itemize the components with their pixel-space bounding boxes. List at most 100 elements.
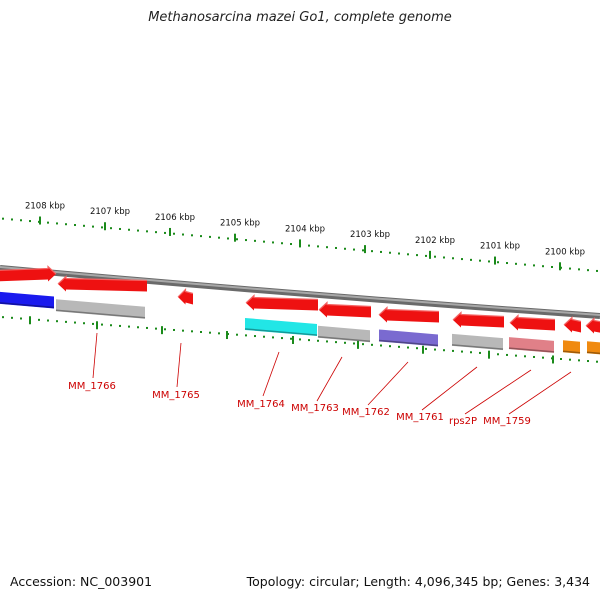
category-block (245, 317, 317, 337)
inner-tick-dot (371, 343, 373, 346)
inner-major-tick (226, 331, 228, 340)
major-tick (559, 262, 561, 271)
outer-tick-dot (488, 260, 490, 263)
category-block (56, 299, 145, 319)
inner-tick-dot (11, 316, 13, 319)
major-tick (429, 250, 431, 259)
inner-tick-dot (416, 347, 418, 350)
outer-tick-dot (533, 264, 535, 267)
inner-tick-dot (281, 337, 283, 340)
outer-tick-dot (569, 267, 571, 270)
inner-tick-dot (56, 320, 58, 323)
inner-tick-dot (218, 332, 220, 335)
inner-tick-dot (560, 358, 562, 360)
outer-tick-dot (452, 257, 454, 260)
inner-tick-dot (497, 353, 499, 356)
outer-tick-dot (236, 238, 238, 241)
outer-tick-dot (29, 220, 31, 223)
outer-tick-dot (209, 235, 211, 238)
inner-tick-dot (92, 322, 94, 325)
tick-label: 2101 kbp (480, 242, 520, 252)
inner-tick-dot (578, 359, 580, 362)
inner-major-tick (552, 355, 554, 364)
inner-tick-dot (587, 360, 589, 363)
outer-tick-dot (56, 222, 58, 225)
inner-tick-dot (110, 324, 112, 327)
gene-label: rps2P (449, 416, 477, 427)
inner-tick-dot (173, 328, 175, 331)
gene-label: MM_1763 (291, 403, 339, 414)
inner-tick-dot (479, 351, 481, 354)
category-shadow (378, 339, 439, 347)
outer-tick-dot (227, 237, 229, 240)
inner-tick-dot (191, 330, 193, 333)
outer-tick-dot (425, 254, 427, 257)
gene-highlight (318, 301, 372, 311)
label-leader-line (508, 371, 572, 415)
inner-tick-dot (299, 338, 301, 341)
inner-tick-dot (542, 356, 544, 359)
category-shadow (562, 350, 581, 354)
gene-label: MM_1762 (342, 407, 390, 418)
outer-tick-dot (146, 230, 148, 233)
category-shadow (244, 328, 318, 336)
major-tick (234, 233, 236, 242)
accession-text: Accession: NC_003901 (10, 574, 153, 589)
inner-tick-dot (317, 339, 319, 342)
gene-label: MM_1766 (68, 381, 116, 392)
outer-tick-dot (479, 259, 481, 262)
outer-tick-dot (587, 269, 589, 272)
outer-tick-dot (596, 269, 598, 272)
gene-highlight (0, 265, 57, 275)
outer-tick-dot (74, 224, 76, 227)
category-block (563, 340, 580, 354)
outer-tick-dot (2, 217, 4, 220)
map-title: Methanosarcina mazei Go1, complete genom… (148, 10, 452, 25)
outer-tick-dot (335, 246, 337, 249)
tick-label: 2105 kbp (220, 219, 260, 229)
gene-highlight (177, 288, 194, 298)
inner-tick-dot (200, 331, 202, 333)
outer-tick-dot (443, 256, 445, 259)
inner-tick-dot (569, 358, 571, 361)
outer-tick-dot (470, 258, 472, 261)
inner-tick-dot (461, 350, 463, 353)
inner-tick-dot (362, 343, 364, 346)
outer-tick-dot (245, 239, 247, 242)
tick-label: 2108 kbp (25, 202, 65, 212)
inner-tick-dot (182, 329, 184, 332)
inner-tick-dot (380, 344, 382, 347)
inner-tick-dot (434, 348, 436, 351)
outer-tick-dot (308, 244, 310, 247)
genome-summary-text: Topology: circular; Length: 4,096,345 bp… (246, 574, 590, 589)
inner-tick-dot (236, 333, 238, 336)
category-shadow (586, 351, 600, 355)
inner-tick-dot (596, 360, 598, 363)
inner-tick-dot (20, 317, 22, 320)
inner-tick-dot (263, 335, 265, 338)
outer-tick-dot (191, 234, 193, 237)
outer-tick-dot (47, 221, 49, 224)
outer-tick-dot (92, 225, 94, 228)
inner-major-tick (422, 345, 424, 354)
gene-label-layer: MM_1766 MM_1765 MM_1764 MM_1763 MM_1762 MM_17… (68, 332, 572, 427)
inner-tick-dot (452, 349, 454, 352)
label-leader-line (176, 342, 182, 388)
inner-major-tick (292, 335, 294, 344)
inner-tick-dot (272, 336, 274, 339)
inner-tick-dot (425, 347, 427, 350)
gene-highlight (245, 294, 319, 304)
inner-tick-dot (344, 341, 346, 344)
outer-tick-dot (542, 265, 544, 268)
outer-tick-dot (506, 262, 508, 265)
inner-tick-dot (254, 335, 256, 338)
outer-tick-dot (344, 247, 346, 250)
outer-tick-dot (182, 233, 184, 236)
outer-tick-dot (173, 232, 175, 235)
tick-label: 2103 kbp (350, 230, 390, 240)
outer-tick-dot (497, 261, 499, 264)
outer-tick-dot (326, 246, 328, 249)
inner-tick-dot (335, 341, 337, 344)
gene-highlight (57, 275, 148, 285)
inner-tick-dot (245, 334, 247, 337)
